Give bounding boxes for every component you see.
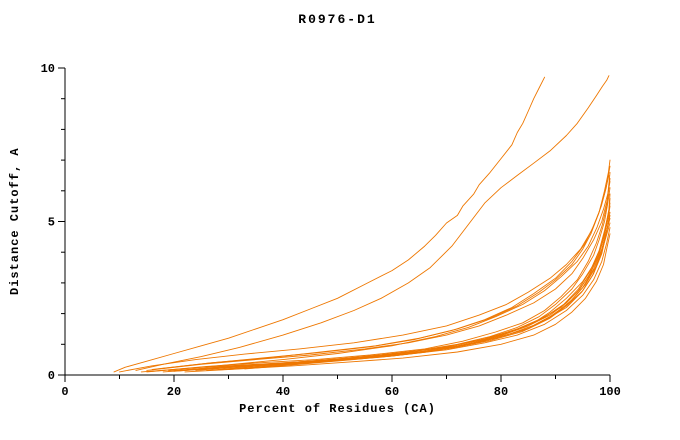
y-tick-label: 10: [41, 62, 55, 76]
data-curve: [173, 227, 611, 372]
data-curve: [113, 76, 546, 373]
y-tick-label: 5: [48, 216, 55, 230]
data-curve: [135, 75, 610, 371]
y-tick-label: 0: [48, 369, 55, 383]
data-curve: [217, 211, 611, 371]
x-tick-label: 80: [494, 385, 508, 399]
x-tick-label: 0: [61, 385, 68, 399]
data-curve: [146, 171, 611, 371]
data-curve: [119, 174, 610, 373]
x-tick-label: 40: [276, 385, 290, 399]
data-curve: [228, 217, 611, 370]
data-curve: [244, 222, 611, 370]
x-tick-label: 100: [599, 385, 621, 399]
x-tick-label: 60: [385, 385, 399, 399]
data-curve: [195, 214, 611, 371]
data-curve: [140, 187, 611, 373]
data-curve: [146, 181, 611, 373]
chart-title: R0976-D1: [298, 12, 377, 27]
data-curve: [157, 159, 611, 370]
x-axis-label: Percent of Residues (CA): [239, 402, 436, 416]
data-curve: [178, 198, 611, 372]
data-curve: [151, 178, 611, 372]
x-tick-label: 20: [167, 385, 181, 399]
data-curve: [151, 165, 611, 370]
data-curve: [184, 233, 611, 373]
data-curve: [206, 205, 611, 371]
